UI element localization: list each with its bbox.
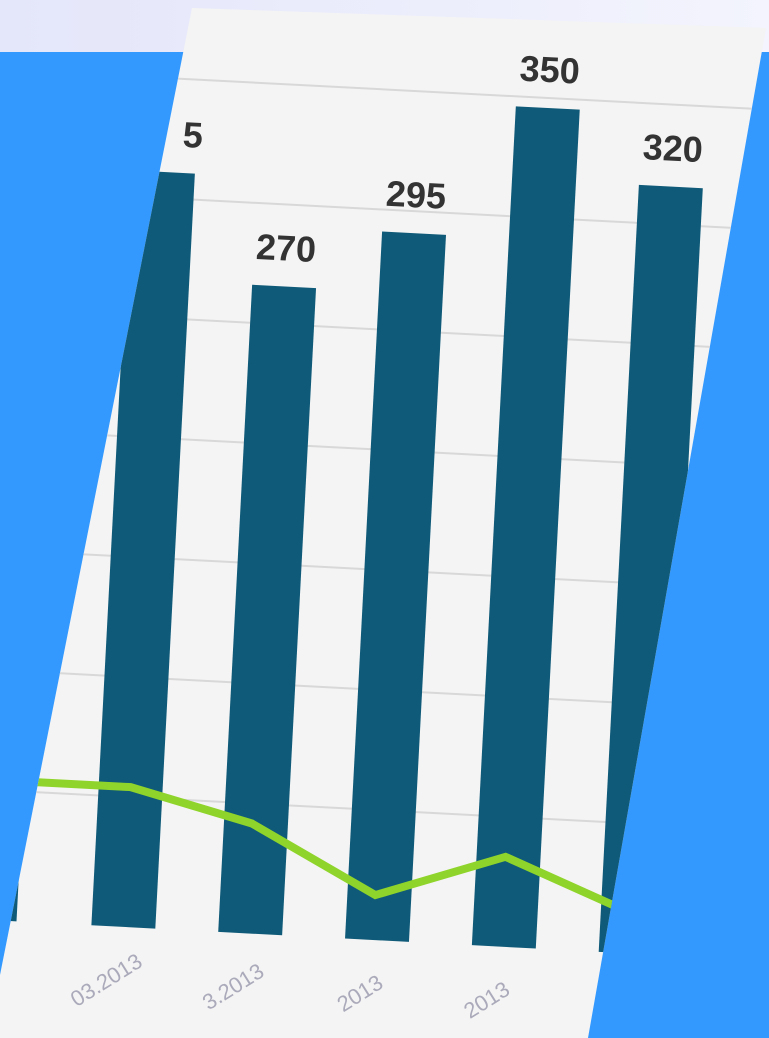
value-label: 295 bbox=[385, 173, 447, 217]
bar bbox=[91, 170, 195, 929]
bar bbox=[345, 231, 447, 942]
bar bbox=[218, 284, 317, 936]
value-label: 350 bbox=[519, 48, 581, 92]
bar bbox=[471, 106, 580, 949]
value-label: 320 bbox=[642, 126, 704, 170]
value-label: 5 bbox=[182, 114, 204, 156]
bar bbox=[598, 184, 703, 956]
trend-line bbox=[0, 773, 634, 918]
value-label: 270 bbox=[255, 226, 317, 270]
